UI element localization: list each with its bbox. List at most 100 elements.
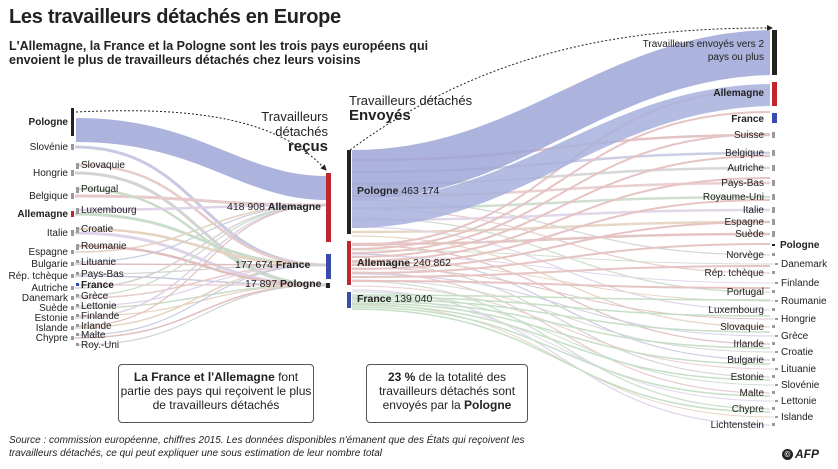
marker-right-belgique [772,150,775,156]
sent-header-line2: Envoyés [349,107,411,124]
flow-left-lituanie [78,204,327,263]
received-header-line2: reçus [287,138,328,155]
flow-right-allemagne-9 [351,280,771,289]
flow-left-grece [78,204,327,297]
flow-left-lettonie [78,264,327,307]
received-dotted-arrow [75,110,327,171]
left-country-portugal: Portugal [81,184,119,195]
left-country-lituanie: Lituanie [81,257,117,268]
flow-pologne-to-allemagne [76,118,327,200]
marker-right-slovenie [775,384,778,386]
right-country-roumanie: Roumanie [781,296,827,307]
marker-right-suisse [772,132,775,138]
flow-right-allemagne-2 [351,133,771,254]
info-box1-text: font partie des pays qui reçoivent le pl… [120,370,312,412]
flow-left-malte [78,264,327,336]
source-note: Source : commission européenne, chiffres… [9,435,525,459]
flow-right-islande [351,303,775,418]
marker-left-chypre [71,336,74,340]
left-country-islande: Islande [35,323,68,334]
left-country-croatie: Croatie [81,224,114,235]
left-country-estonie: Estonie [34,313,68,324]
right-multi-label: Travailleurs envoyés vers 2 pays ou plus [642,39,764,63]
page-title: Les travailleurs détachés en Europe [9,6,341,28]
right-country-lettonie: Lettonie [781,396,817,407]
marker-right-pays-bas [772,180,775,186]
flow-left-slovaquie [78,163,327,267]
flow-right-allemagne-4 [351,177,771,262]
marker-left-espagne [71,250,74,254]
left-country-chypre: Chypre [35,333,68,344]
flow-right-slovenie [351,291,775,386]
right-country-autriche: Autriche [727,163,764,174]
left-country-luxembourg: Luxembourg [81,205,137,216]
right-country-pologne: Pologne [780,240,820,251]
right-allemagne-label: Allemagne [713,88,764,99]
left-country-pologne: Pologne [28,117,68,128]
flow-right-danemark [351,249,775,265]
flow-left-luxembourg [78,203,327,212]
right-country-bulgarie: Bulgarie [727,355,764,366]
right-country-luxembourg: Luxembourg [708,305,764,316]
flow-right-france-1 [351,296,771,317]
marker-left-irlande [76,324,79,327]
marker-right-pologne [772,244,775,246]
sent-header: Travailleurs détachés Envoyés [349,93,472,123]
marker-left-pologne [71,108,74,136]
marker-left-roy-uni [76,343,79,346]
marker-left-slovaquie [76,163,79,169]
right-country-hongrie: Hongrie [781,314,817,325]
marker-right-royaume-uni [772,194,775,200]
marker-right-slovaquie [772,325,775,328]
marker-left-bulgarie [71,262,74,266]
flow-left-pays-bas [78,264,327,275]
bar-received-pologne [326,283,330,288]
marker-right-danemark [775,263,778,265]
marker-right-bulgarie [772,358,775,361]
info-box-france-allemagne: La France et l'Allemagne font partie des… [118,364,314,423]
marker-left-malte [76,333,79,336]
marker-left-croatie [76,227,79,233]
bar-right-france [772,113,777,123]
left-country-autriche: Autriche [31,283,68,294]
marker-right-estonie [772,375,775,378]
flow-right-irlande [351,244,771,345]
marker-left-suede [71,306,74,310]
flow-left-croatie [78,227,327,267]
flow-right-france-6 [351,306,771,397]
left-country-lettonie: Lettonie [81,301,117,312]
marker-right-norvege [772,253,775,256]
right-country-suisse: Suisse [733,130,764,141]
received-allemagne-label: 418 908 Allemagne [227,201,321,213]
marker-right-malte [772,391,775,394]
afp-logo: © AFP [782,447,819,461]
marker-left-lettonie [76,304,79,307]
flow-right-france-4 [351,302,771,365]
marker-right-italie [772,207,775,213]
flow-left-irlande [78,204,327,327]
right-country-danemark: Danemark [781,259,828,270]
left-country-grece: Grèce [81,291,109,302]
right-country-italie: Italie [742,205,764,216]
flow-right-allemagne-7 [351,243,771,274]
marker-right-hongrie [775,318,778,320]
marker-right-roumanie [775,300,778,302]
marker-left-autriche [71,286,74,290]
left-country-espagne: Espagne [28,247,68,258]
flow-pologne-to-allemagne-r [352,84,770,228]
right-country-portugal: Portugal [726,287,764,298]
right-country-royaume-uni: Royaume-Uni [702,192,764,203]
marker-right-lituanie [775,368,778,370]
right-country-slovaquie: Slovaquie [720,322,764,333]
right-country-lichtenstein: Lichtenstein [710,420,764,431]
left-country-france: France [81,280,114,291]
sent-france-label: France 139 040 [357,293,433,305]
info-box2-text: de la totalité des travailleurs détachés… [378,370,516,412]
marker-right-grece [775,335,778,337]
right-country-finlande: Finlande [781,278,820,289]
flow-right-lituanie [351,285,775,370]
marker-right-autriche [772,165,775,171]
left-country-pays-bas: Pays-Bas [81,269,124,280]
bar-received-allemagne [326,173,331,242]
